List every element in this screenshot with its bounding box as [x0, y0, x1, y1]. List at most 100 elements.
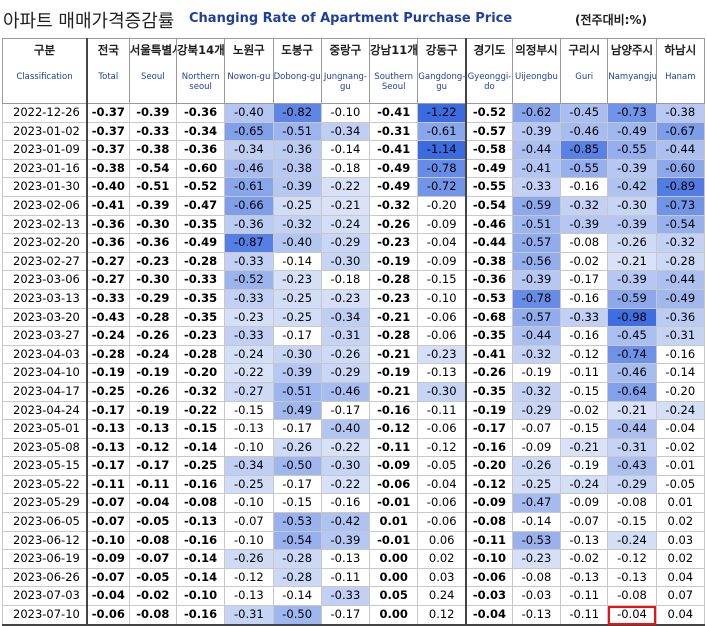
table-cell: -0.39 [607, 270, 657, 290]
table-cell: -0.68 [465, 307, 513, 328]
table-cell: -0.29 [607, 474, 657, 495]
table-cell: -0.78 [511, 288, 562, 309]
column-header-ko: 전국 [97, 43, 119, 57]
column-header-en: Uijeongbu [514, 72, 558, 82]
table-cell: -0.11 [320, 567, 371, 588]
table-cell: -0.23 [417, 344, 467, 365]
table-cell: -0.26 [369, 214, 419, 235]
table-cell: -0.33 [224, 251, 274, 272]
table-cell: -0.13 [320, 549, 371, 569]
table-cell: -0.49 [369, 158, 419, 179]
highlighted-cell: -0.04 [607, 605, 657, 626]
row-date: 2023-07-03 [1, 586, 88, 607]
table-cell: -0.30 [128, 270, 177, 290]
table-cell: -0.06 [85, 605, 130, 626]
table-cell: -0.09 [369, 456, 419, 476]
table-cell: -0.53 [272, 512, 322, 532]
table-cell: -0.44 [511, 326, 562, 346]
table-row: 2023-06-26 -0.07 -0.05 -0.14 -0.12 -0.28 -0.11… [1, 567, 706, 588]
table-cell: -0.21 [369, 381, 419, 402]
table-cell: -0.54 [128, 158, 177, 179]
table-cell: -0.17 [320, 605, 371, 626]
column-header-ko: 구리시 [568, 43, 601, 57]
table-cell: -0.30 [272, 344, 322, 365]
row-date: 2023-07-10 [1, 605, 88, 626]
table-cell: -0.08 [607, 586, 657, 607]
table-cell: -0.22 [320, 437, 371, 458]
column-header-en: Jungnang-gu [323, 72, 367, 92]
table-cell: 0.01 [655, 493, 706, 514]
table-cell: -0.36 [128, 233, 177, 253]
column-header-en: Hanam [665, 72, 696, 82]
table-cell: -0.59 [511, 195, 562, 216]
table-cell: -0.13 [128, 419, 177, 439]
table-cell: -0.13 [417, 363, 467, 383]
table-cell: -0.44 [607, 419, 657, 439]
column-header-en: Nowon-gu [227, 72, 271, 82]
table-cell: -0.39 [128, 103, 177, 123]
table-cell: -0.36 [655, 307, 706, 328]
table-cell: -0.08 [607, 493, 657, 514]
table-cell: -0.28 [272, 567, 322, 588]
table-row: 2023-05-29 -0.07 -0.04 -0.08 -0.10 -0.15 -0.16… [1, 493, 706, 514]
table-cell: -0.16 [560, 288, 609, 309]
table-cell: -0.32 [511, 381, 562, 402]
table-cell: -0.31 [607, 437, 657, 458]
table-cell: -0.16 [320, 493, 371, 514]
column-header-en: Gangdong-gu [418, 72, 466, 92]
table-row: 2023-07-03 -0.04 -0.02 -0.10 -0.13 -0.14 -0.33… [1, 586, 706, 607]
table-cell: -0.64 [607, 381, 657, 402]
table-cell: -0.15 [224, 400, 274, 421]
table-cell: -0.53 [465, 288, 513, 309]
column-header-en: Seoul [141, 72, 165, 82]
table-cell: 0.01 [369, 512, 419, 532]
column-header-en: Namyangju [608, 72, 657, 82]
table-cell: -0.24 [224, 344, 274, 365]
table-cell: -0.33 [560, 307, 609, 328]
title-bar: 아파트 매매가격증감률 Changing Rate of Apartment P… [0, 0, 707, 38]
table-cell: -0.14 [272, 251, 322, 272]
table-cell: -0.13 [607, 567, 657, 588]
table-cell: -0.19 [560, 456, 609, 476]
table-cell: -0.43 [85, 307, 130, 328]
table-cell: -0.53 [511, 530, 562, 551]
column-header-ko: 중랑구 [329, 43, 362, 57]
table-body: 2022-12-26 -0.37 -0.39 -0.36 -0.40 -0.82 -0.10… [1, 103, 706, 626]
table-cell: -0.34 [175, 121, 226, 142]
table-cell: -0.17 [85, 456, 130, 476]
table-cell: -0.21 [369, 344, 419, 365]
table-cell: -0.36 [272, 140, 322, 160]
table-cell: -0.41 [85, 195, 130, 216]
table-cell: -0.17 [128, 456, 177, 476]
table-cell: -0.28 [272, 549, 322, 569]
table-cell: -0.26 [128, 326, 177, 346]
table-cell: -1.14 [417, 140, 467, 160]
table-cell: -0.21 [560, 437, 609, 458]
table-cell: -0.14 [320, 140, 371, 160]
table-cell: -0.29 [128, 288, 177, 309]
row-date: 2023-04-24 [1, 400, 88, 421]
table-cell: -0.24 [560, 474, 609, 495]
table-cell: -0.46 [224, 158, 274, 179]
table-cell: -0.30 [607, 195, 657, 216]
table-cell: -0.15 [607, 512, 657, 532]
row-date: 2023-06-12 [1, 530, 88, 551]
table-cell: -0.29 [320, 363, 371, 383]
table-cell: -0.36 [175, 140, 226, 160]
column-header: 강동구 Gangdong-gu [417, 38, 467, 104]
table-cell: -0.19 [85, 363, 130, 383]
table-cell: -0.30 [128, 214, 177, 235]
table-cell: -0.36 [85, 214, 130, 235]
table-cell: -0.04 [417, 474, 467, 495]
table-cell: -0.07 [85, 512, 130, 532]
table-cell: -0.23 [175, 326, 226, 346]
table-cell: -0.47 [175, 195, 226, 216]
table-cell: -0.39 [272, 363, 322, 383]
row-date: 2023-04-10 [1, 363, 88, 383]
table-cell: -0.16 [175, 530, 226, 551]
table-cell: -0.49 [465, 158, 513, 179]
table-cell: -0.04 [128, 493, 177, 514]
table-cell: -0.58 [465, 140, 513, 160]
row-date: 2023-01-02 [1, 121, 88, 142]
table-cell: -0.46 [320, 381, 371, 402]
